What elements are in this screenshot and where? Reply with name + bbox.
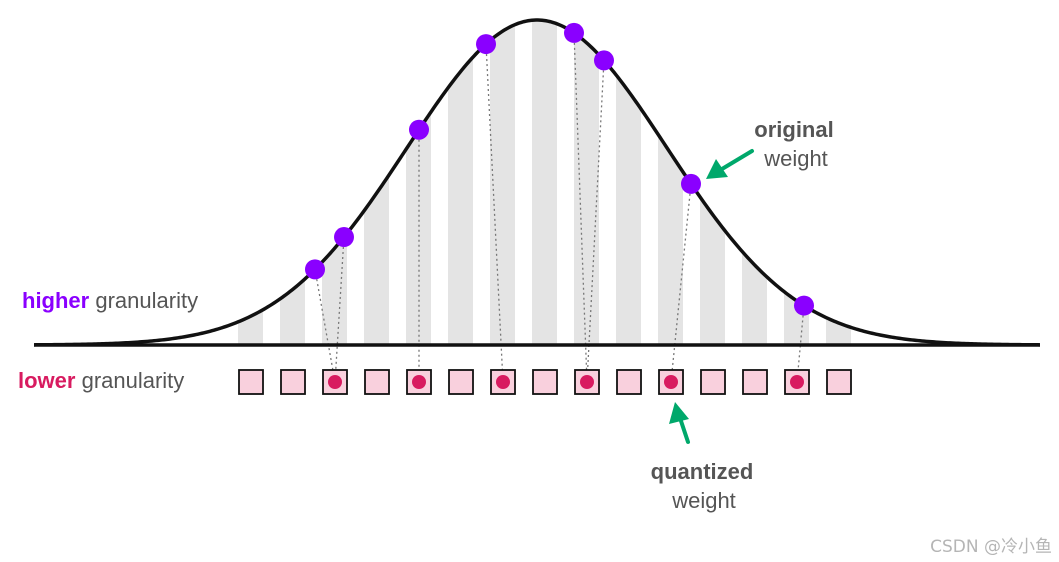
quantized-weight-title: quantized — [651, 459, 754, 484]
original-weight-sub: weight — [763, 146, 828, 171]
bin-square — [448, 369, 474, 395]
quantized-arrow-icon — [669, 402, 690, 444]
stripe — [574, 15, 599, 345]
bin-square — [616, 369, 642, 395]
bin-square — [826, 369, 852, 395]
quantized-weight-sub: weight — [671, 488, 736, 513]
quantized-weight-dot — [664, 375, 678, 389]
higher-word: higher — [22, 288, 90, 313]
quantized-weight-dot — [412, 375, 426, 389]
mapping-line — [314, 269, 336, 383]
bin-square — [700, 369, 726, 395]
quantized-weight-dot — [580, 375, 594, 389]
original-weight-dot — [409, 119, 429, 140]
original-weight-dot — [564, 22, 584, 43]
quantized-weight-dot — [790, 375, 804, 389]
watermark: CSDN @冷小鱼 — [930, 537, 1052, 557]
quantized-weight-dot — [328, 375, 342, 389]
bin-square — [364, 369, 390, 395]
mapping-line — [586, 60, 605, 383]
lower-word: lower — [18, 368, 76, 393]
higher-rest: granularity — [89, 288, 198, 313]
bin-square — [742, 369, 768, 395]
original-weight-dot — [334, 227, 354, 248]
mapping-line — [334, 236, 345, 383]
original-weight-dot — [794, 295, 814, 316]
stripe — [490, 15, 515, 345]
bin-square — [280, 369, 306, 395]
gaussian-curve — [33, 18, 1041, 347]
quantized-points — [328, 375, 804, 389]
lower-rest: granularity — [75, 368, 184, 393]
mapping-line — [573, 32, 588, 383]
guide-lines — [314, 32, 805, 383]
stripe — [532, 15, 557, 345]
lower-granularity-label: lower granularity — [18, 368, 184, 393]
original-weight-dot — [681, 173, 701, 194]
original-weight-dot — [305, 259, 325, 280]
bin-square — [532, 369, 558, 395]
original-weight-dot — [594, 50, 614, 71]
mapping-line — [670, 183, 692, 383]
mapping-line — [485, 44, 504, 383]
original-weight-title: original — [754, 117, 833, 142]
bin-square — [238, 369, 264, 395]
higher-granularity-label: higher granularity — [22, 288, 198, 313]
original-points — [305, 22, 814, 316]
bin-square — [322, 369, 348, 395]
original-arrow-icon — [706, 149, 754, 179]
original-weight-dot — [476, 34, 496, 55]
curve-fill — [34, 0, 1040, 345]
quantized-weight-dot — [496, 375, 510, 389]
